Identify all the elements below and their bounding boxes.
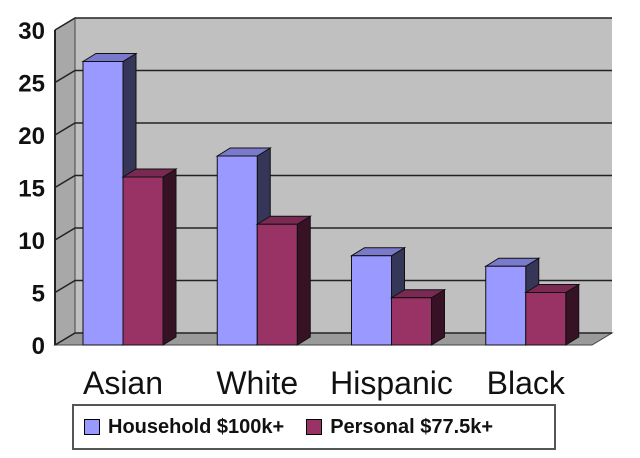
legend-label-household: Household $100k+ bbox=[108, 415, 285, 438]
gridline bbox=[54, 279, 612, 294]
gridline bbox=[54, 174, 612, 189]
y-tick-label: 30 bbox=[18, 18, 45, 45]
bar bbox=[525, 292, 567, 346]
gridline bbox=[54, 122, 612, 136]
bar bbox=[391, 297, 432, 346]
legend-swatch-personal bbox=[306, 419, 323, 435]
y-tick-label: 10 bbox=[18, 228, 45, 255]
y-tick-label: 5 bbox=[32, 281, 45, 308]
x-tick-label: Hispanic bbox=[330, 365, 453, 401]
bar bbox=[216, 155, 258, 346]
bar-side bbox=[162, 168, 177, 346]
legend-item-household: Household $100k+ bbox=[84, 416, 284, 439]
legend-swatch-household bbox=[84, 419, 100, 435]
plot-back-wall bbox=[55, 18, 612, 345]
gridline bbox=[54, 227, 612, 241]
chart-legend: Household $100k+ Personal $77.5k+ bbox=[72, 404, 556, 450]
bar-side bbox=[565, 283, 580, 346]
gridline bbox=[54, 69, 612, 84]
legend-item-personal: Personal $77.5k+ bbox=[306, 416, 493, 439]
y-tick-label: 25 bbox=[18, 71, 45, 98]
bar bbox=[122, 176, 164, 346]
bar-chart: 0 5 10 15 20 25 30 Asian White Hispanic Black bbox=[18, 17, 614, 401]
y-tick-label: 0 bbox=[32, 333, 45, 360]
x-tick-label: Asian bbox=[83, 365, 163, 401]
gridline bbox=[54, 17, 612, 31]
bar bbox=[485, 265, 527, 346]
y-tick-label: 15 bbox=[18, 176, 45, 203]
x-tick-label: White bbox=[216, 365, 298, 401]
bar bbox=[351, 255, 392, 346]
x-tick-label: Black bbox=[487, 365, 566, 401]
legend-label-personal: Personal $77.5k+ bbox=[330, 415, 494, 438]
y-tick-label: 20 bbox=[18, 123, 45, 150]
bar-side bbox=[431, 288, 445, 346]
bar bbox=[82, 61, 124, 346]
bar-side bbox=[296, 215, 311, 346]
bar bbox=[256, 223, 298, 346]
